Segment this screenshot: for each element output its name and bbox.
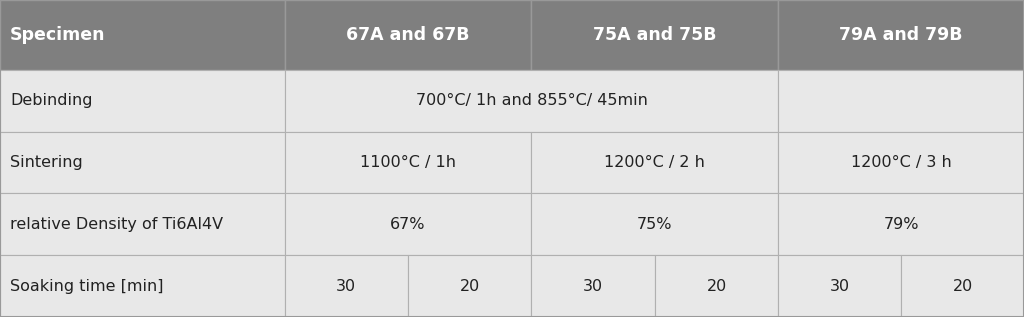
Text: 79A and 79B: 79A and 79B	[840, 26, 963, 44]
Bar	[778, 0, 1024, 70]
Text: Soaking time [min]: Soaking time [min]	[10, 279, 164, 294]
Text: 67%: 67%	[390, 217, 426, 232]
Bar	[778, 193, 1024, 255]
Bar	[285, 0, 531, 70]
Bar	[778, 132, 1024, 193]
Text: 20: 20	[460, 279, 480, 294]
Text: 1200°C / 2 h: 1200°C / 2 h	[604, 155, 706, 170]
Text: 75A and 75B: 75A and 75B	[593, 26, 717, 44]
Bar	[531, 132, 778, 193]
Text: Debinding: Debinding	[10, 93, 93, 108]
Bar	[901, 255, 1024, 317]
Text: Specimen: Specimen	[10, 26, 105, 44]
Bar	[408, 255, 531, 317]
Text: 30: 30	[336, 279, 356, 294]
Text: 67A and 67B: 67A and 67B	[346, 26, 470, 44]
Bar	[0, 255, 285, 317]
Text: 20: 20	[707, 279, 727, 294]
Bar	[285, 132, 531, 193]
Bar	[531, 0, 778, 70]
Bar	[531, 255, 655, 317]
Text: 30: 30	[583, 279, 603, 294]
Bar	[0, 193, 285, 255]
Bar	[531, 193, 778, 255]
Text: 30: 30	[829, 279, 850, 294]
Text: 79%: 79%	[884, 217, 919, 232]
Bar	[285, 70, 778, 132]
Text: 1100°C / 1h: 1100°C / 1h	[360, 155, 456, 170]
Bar	[285, 255, 408, 317]
Bar	[285, 193, 531, 255]
Bar	[778, 255, 901, 317]
Bar	[0, 0, 285, 70]
Bar	[778, 70, 1024, 132]
Text: 700°C/ 1h and 855°C/ 45min: 700°C/ 1h and 855°C/ 45min	[416, 93, 647, 108]
Bar	[0, 132, 285, 193]
Text: 75%: 75%	[637, 217, 673, 232]
Text: 1200°C / 3 h: 1200°C / 3 h	[851, 155, 951, 170]
Bar	[0, 70, 285, 132]
Text: relative Density of Ti6Al4V: relative Density of Ti6Al4V	[10, 217, 223, 232]
Text: 20: 20	[952, 279, 973, 294]
Bar	[655, 255, 778, 317]
Text: Sintering: Sintering	[10, 155, 83, 170]
